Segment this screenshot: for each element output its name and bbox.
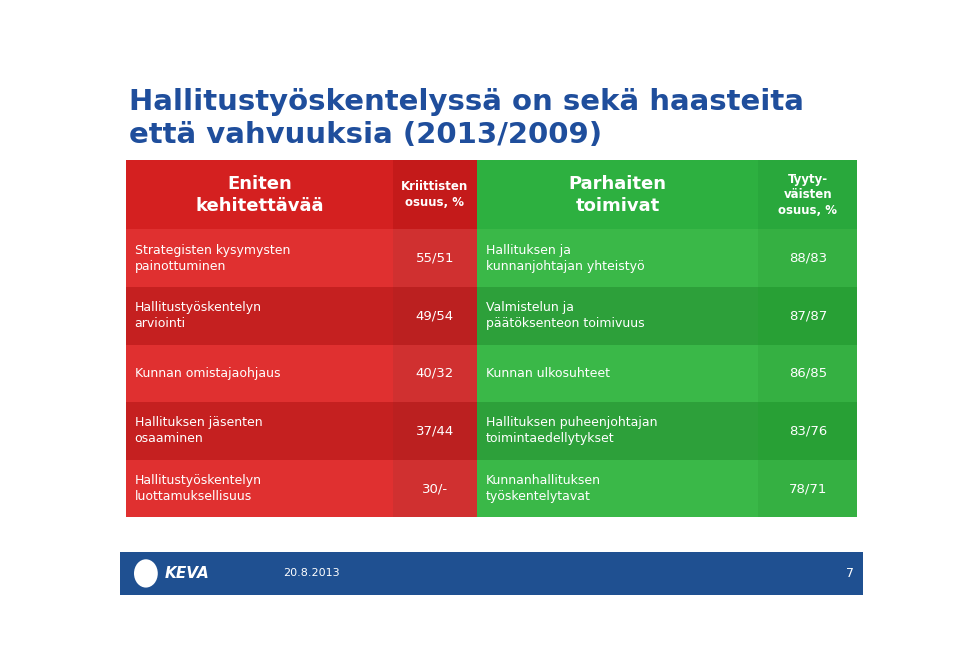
Bar <box>126 460 393 518</box>
Bar <box>477 229 759 287</box>
Text: Hallituksen ja
kunnanjohtajan yhteistyö: Hallituksen ja kunnanjohtajan yhteistyö <box>486 244 644 273</box>
Text: 88/83: 88/83 <box>788 252 827 265</box>
Bar <box>477 460 759 518</box>
Bar <box>393 402 477 460</box>
Text: 37/44: 37/44 <box>415 424 454 438</box>
Text: Parhaiten
toimivat: Parhaiten toimivat <box>569 174 667 214</box>
Bar <box>393 287 477 345</box>
Text: Kunnan omistajaohjaus: Kunnan omistajaohjaus <box>134 367 280 380</box>
Text: KEVA: KEVA <box>165 566 209 581</box>
Bar <box>126 287 393 345</box>
Text: Hallituksen jäsenten
osaaminen: Hallituksen jäsenten osaaminen <box>134 416 263 446</box>
Text: Eniten
kehitettävää: Eniten kehitettävää <box>195 174 323 214</box>
Text: 7: 7 <box>846 567 854 580</box>
Bar <box>759 287 857 345</box>
Bar <box>126 229 393 287</box>
Text: 86/85: 86/85 <box>788 367 827 380</box>
Text: Tyyty-
väisten
osuus, %: Tyyty- väisten osuus, % <box>779 172 837 216</box>
Text: Valmistelun ja
päätöksenteon toimivuus: Valmistelun ja päätöksenteon toimivuus <box>486 301 644 330</box>
Bar <box>126 402 393 460</box>
Bar <box>759 345 857 402</box>
Text: Kunnanhallituksen
työskentelytavat: Kunnanhallituksen työskentelytavat <box>486 474 600 503</box>
Text: 40/32: 40/32 <box>415 367 454 380</box>
Bar <box>120 552 863 595</box>
Text: Hallituksen puheenjohtajan
toimintaedellytykset: Hallituksen puheenjohtajan toimintaedell… <box>486 416 657 446</box>
Text: Strategisten kysymysten
painottuminen: Strategisten kysymysten painottuminen <box>134 244 291 273</box>
Bar <box>126 160 393 229</box>
Text: 55/51: 55/51 <box>415 252 454 265</box>
Text: 49/54: 49/54 <box>416 309 454 322</box>
Text: 78/71: 78/71 <box>788 482 827 495</box>
Text: Hallitustyöskentelyn
luottamuksellisuus: Hallitustyöskentelyn luottamuksellisuus <box>134 474 262 503</box>
Text: 83/76: 83/76 <box>788 424 827 438</box>
Text: Hallitustyöskentelyssä on sekä haasteita
että vahvuuksia (2013/2009): Hallitustyöskentelyssä on sekä haasteita… <box>129 88 804 150</box>
Bar <box>393 460 477 518</box>
Text: Kriittisten
osuus, %: Kriittisten osuus, % <box>401 180 468 209</box>
Ellipse shape <box>134 559 158 588</box>
Bar <box>393 160 477 229</box>
Bar <box>126 345 393 402</box>
Text: Kunnan ulkosuhteet: Kunnan ulkosuhteet <box>486 367 610 380</box>
Bar <box>477 287 759 345</box>
Bar <box>477 402 759 460</box>
Text: Hallitustyöskentelyn
arviointi: Hallitustyöskentelyn arviointi <box>134 301 262 330</box>
Bar <box>759 402 857 460</box>
Text: 87/87: 87/87 <box>788 309 827 322</box>
Bar <box>120 546 863 552</box>
Bar <box>759 460 857 518</box>
Bar <box>759 229 857 287</box>
Bar <box>393 345 477 402</box>
Bar <box>759 160 857 229</box>
Bar <box>477 345 759 402</box>
Text: 20.8.2013: 20.8.2013 <box>284 568 340 578</box>
Bar <box>477 160 759 229</box>
Bar <box>393 229 477 287</box>
Text: 30/-: 30/- <box>422 482 448 495</box>
